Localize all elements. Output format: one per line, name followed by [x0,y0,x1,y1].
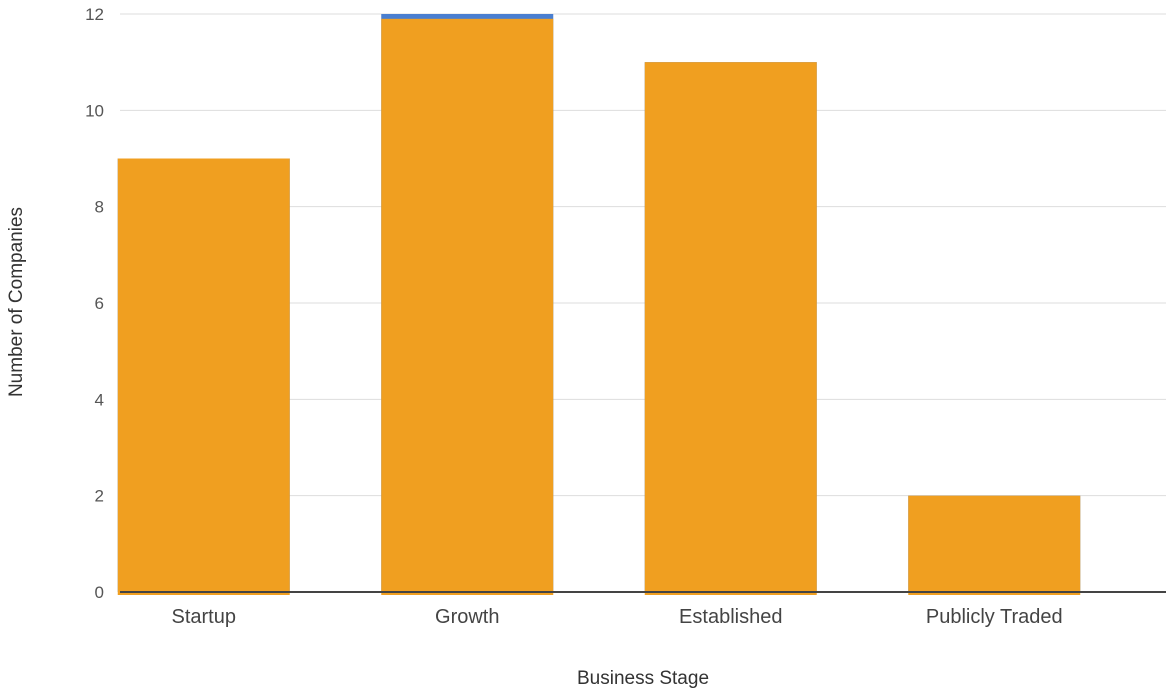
x-axis-ticks: Startup Growth Established Publicly Traded [172,606,1063,628]
y-tick-label: 4 [95,390,104,409]
x-tick-label: Publicly Traded [926,606,1063,628]
bar-growth-series-2 [381,18,554,596]
y-tick-label: 6 [95,294,104,313]
x-tick-label: Startup [172,606,236,628]
y-tick-label: 0 [95,583,104,602]
y-tick-label: 8 [95,198,104,217]
bar-established-series-2 [644,62,817,595]
x-axis-title: Business Stage [577,668,709,689]
x-tick-label: Growth [435,606,499,628]
bar-publicly-traded-series-2 [908,495,1081,595]
x-tick-label: Established [679,606,782,628]
y-tick-label: 2 [95,487,104,506]
bar-startup-series-2 [117,158,290,595]
y-tick-label: 10 [85,101,104,120]
bars [117,14,1081,596]
y-axis-ticks: 0 2 4 6 8 10 12 [85,5,104,602]
y-axis-title: Number of Companies [6,207,27,397]
y-tick-label: 12 [85,5,104,24]
